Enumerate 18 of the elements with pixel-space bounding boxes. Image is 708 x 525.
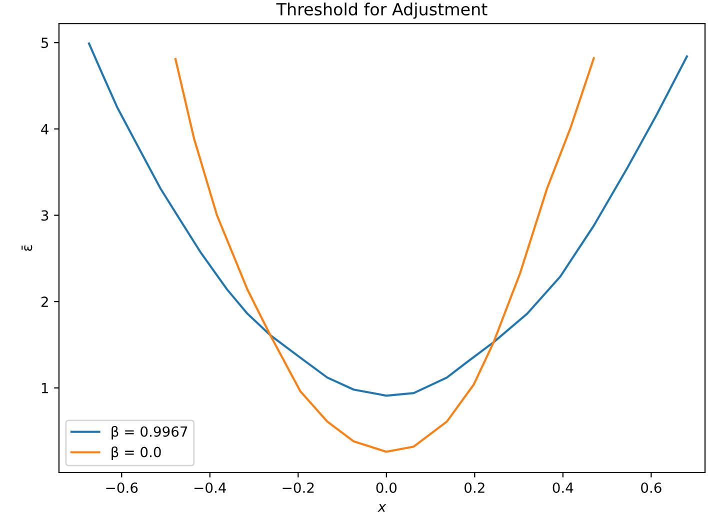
chart-title: Threshold for Adjustment <box>276 2 488 19</box>
y-tick-label: 4 <box>41 124 48 134</box>
x-tick-label: 0.6 <box>641 482 662 493</box>
x-tick-label: 0.2 <box>464 482 484 493</box>
legend-label: β = 0.0 <box>112 446 161 460</box>
x-tick-label: 0.0 <box>376 482 397 493</box>
x-tick-label: 0.4 <box>552 482 574 493</box>
y-axis-title: ε̄ <box>22 245 32 251</box>
line-series <box>88 42 688 397</box>
x-tick-label: −0.6 <box>106 482 138 493</box>
legend-label: β = 0.9967 <box>112 426 188 440</box>
x-tick-label: −0.4 <box>194 482 226 493</box>
y-tick-label: 3 <box>41 210 48 221</box>
y-tick-label: 2 <box>41 296 48 307</box>
y-tick-label: 5 <box>41 38 48 48</box>
y-tick-label: 1 <box>42 383 48 394</box>
x-tick-label: −0.2 <box>282 482 314 493</box>
x-axis-title: x <box>378 504 386 512</box>
